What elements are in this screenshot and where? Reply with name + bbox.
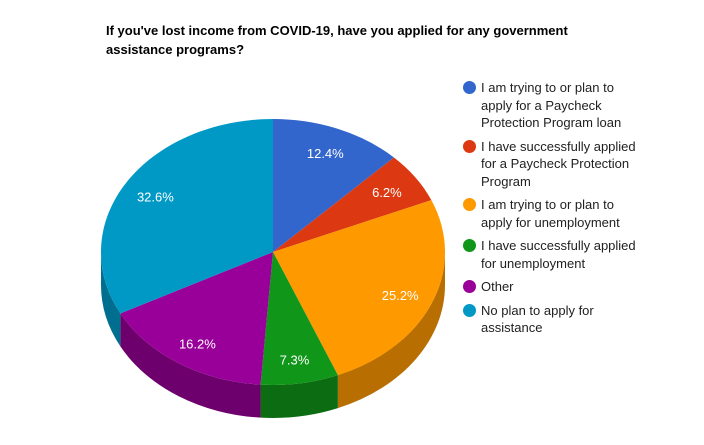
chart-title: If you've lost income from COVID-19, hav… — [106, 23, 568, 57]
legend-color-dot-icon — [463, 239, 476, 252]
legend-item: Other — [463, 278, 639, 296]
pie-slice[interactable] — [273, 119, 394, 252]
pie-slice-side[interactable] — [260, 375, 338, 418]
pie-slice-side[interactable] — [120, 313, 261, 418]
legend-item: I have successfully applied for unemploy… — [463, 237, 639, 272]
legend-label: Other — [481, 279, 514, 294]
legend-label: I am trying to or plan to apply for a Pa… — [481, 80, 622, 130]
pie-slice[interactable] — [260, 252, 338, 385]
pie-slice[interactable] — [273, 200, 445, 376]
pie-slice-side[interactable] — [337, 252, 445, 409]
legend-color-dot-icon — [463, 139, 476, 153]
legend: I am trying to or plan to apply for a Pa… — [463, 79, 639, 343]
legend-item: No plan to apply for assistance — [463, 302, 639, 337]
legend-color-dot-icon — [463, 198, 476, 211]
legend-label: I have successfully applied for unemploy… — [481, 238, 636, 271]
pie-slice[interactable] — [273, 157, 432, 252]
legend-item: I have successfully applied for a Payche… — [463, 138, 639, 191]
pie-slice[interactable] — [100, 119, 274, 314]
legend-color-dot-icon — [463, 303, 476, 317]
pie-slice-side[interactable] — [101, 252, 121, 347]
legend-item: I am trying to or plan to apply for unem… — [463, 196, 639, 231]
legend-color-dot-icon — [463, 280, 476, 293]
legend-label: I have successfully applied for a Payche… — [481, 138, 636, 189]
legend-label: I am trying to or plan to apply for unem… — [481, 197, 620, 230]
pie-slice[interactable] — [120, 252, 274, 385]
legend-item: I am trying to or plan to apply for a Pa… — [463, 79, 639, 132]
legend-color-dot-icon — [463, 81, 476, 94]
legend-label: No plan to apply for assistance — [481, 302, 594, 336]
